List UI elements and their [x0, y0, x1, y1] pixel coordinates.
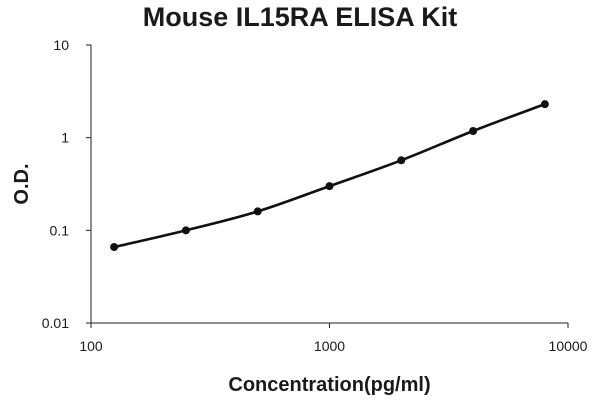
y-tick-label: 0.01: [42, 315, 69, 331]
data-points: [110, 100, 549, 252]
x-tick-label: 10000: [549, 338, 588, 354]
data-point: [181, 226, 190, 235]
series-line: [113, 102, 546, 249]
data-point: [540, 100, 549, 109]
data-point: [253, 207, 262, 216]
x-tick-label: 100: [79, 338, 103, 354]
data-point: [325, 182, 334, 191]
x-axis-title: Concentration(pg/ml): [228, 374, 430, 396]
y-tick-label: 10: [53, 37, 69, 53]
y-axis-title: O.D.: [11, 163, 33, 204]
data-point: [110, 243, 119, 252]
data-point: [397, 156, 406, 165]
x-tick-label: 1000: [314, 338, 345, 354]
tick-labels: 0.01 0.1 1 10 100 1000 10000: [42, 37, 588, 354]
y-tick-label: 1: [61, 130, 69, 146]
axis-ticks: [86, 44, 569, 328]
data-point: [469, 127, 478, 136]
y-tick-label: 0.1: [50, 222, 70, 238]
chart-title: Mouse IL15RA ELISA Kit: [142, 2, 458, 32]
